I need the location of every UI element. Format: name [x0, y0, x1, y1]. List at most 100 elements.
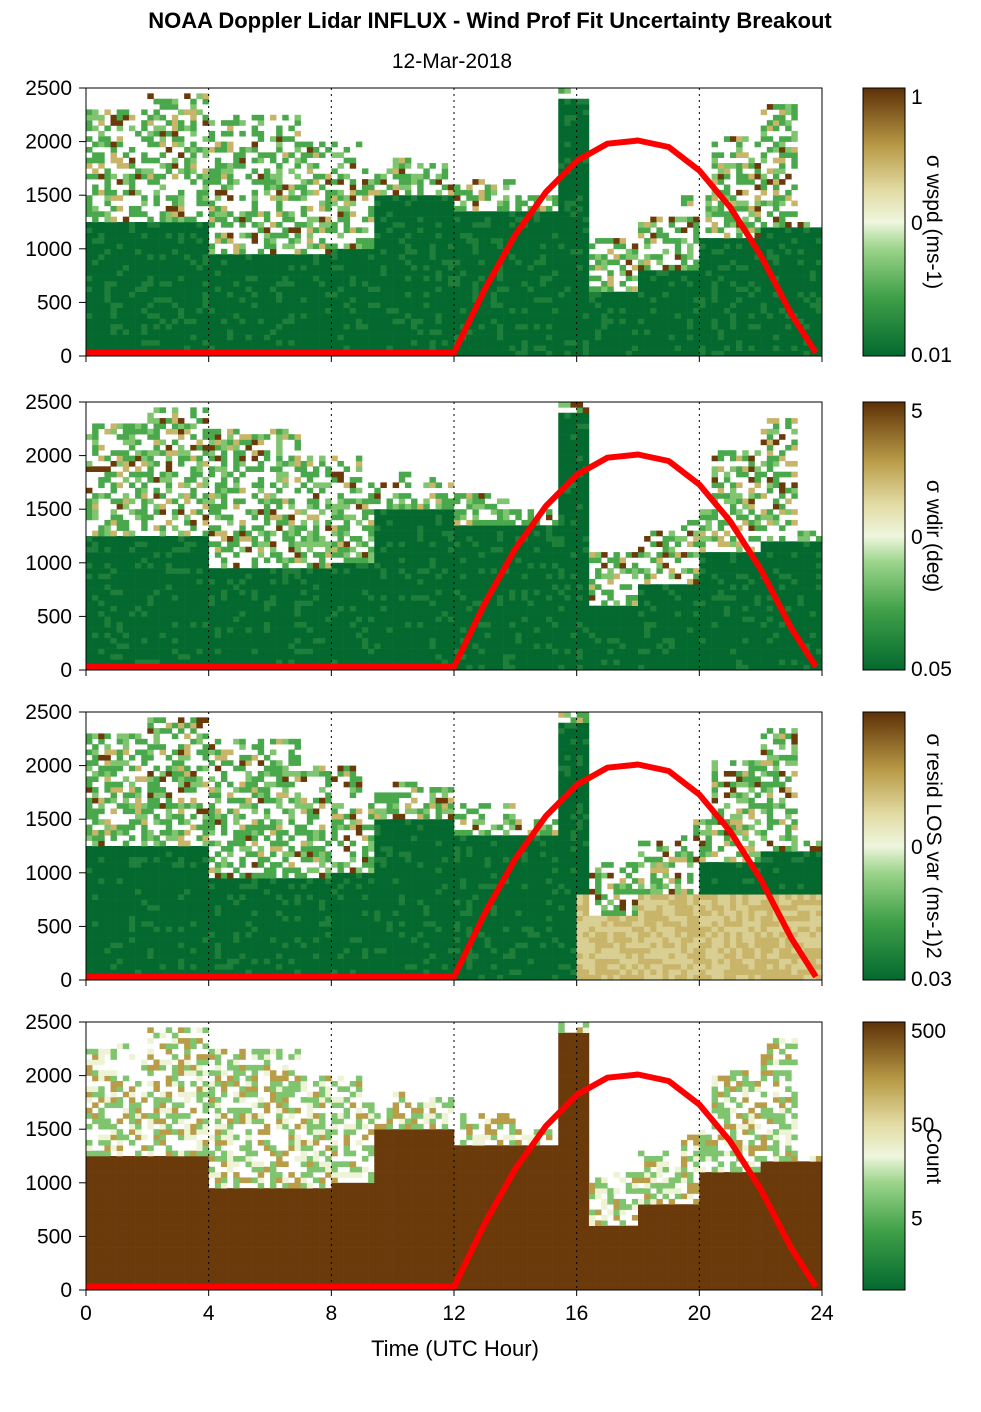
heatmap-cell: [374, 200, 381, 207]
heatmap-cell: [184, 313, 191, 319]
heatmap-cell: [116, 541, 124, 548]
heatmap-cell: [196, 189, 203, 196]
heatmap-cell: [184, 605, 191, 612]
heatmap-cell: [165, 243, 173, 250]
heatmap-cell: [141, 482, 148, 489]
heatmap-cell: [135, 302, 142, 309]
heatmap-cell: [380, 291, 387, 298]
heatmap-cell: [711, 350, 719, 357]
heatmap-cell: [165, 104, 173, 110]
heatmap-cell: [803, 248, 811, 255]
heatmap-cell: [110, 313, 117, 319]
heatmap-cell: [809, 323, 817, 330]
heatmap-cell: [116, 552, 124, 558]
heatmap-cell: [178, 627, 185, 633]
heatmap-cell: [135, 643, 142, 649]
heatmap-cell: [490, 232, 498, 239]
heatmap-cell: [423, 195, 430, 201]
heatmap-cell: [165, 264, 173, 271]
heatmap-cell: [527, 227, 535, 234]
heatmap-cell: [325, 345, 332, 351]
heatmap-cell: [128, 643, 136, 649]
heatmap-cell: [779, 152, 786, 158]
heatmap-cell: [760, 313, 768, 319]
heatmap-cell: [128, 616, 136, 623]
heatmap-cell: [202, 600, 209, 606]
heatmap-cell: [147, 653, 154, 660]
heatmap-cell: [288, 189, 295, 196]
heatmap-cell: [263, 329, 271, 335]
heatmap-cell: [98, 334, 105, 341]
heatmap-cell: [147, 589, 154, 596]
heatmap-cell: [147, 238, 154, 244]
heatmap-cell: [110, 329, 117, 335]
heatmap-cell: [276, 339, 283, 346]
heatmap-cell: [122, 291, 130, 298]
heatmap-cell: [147, 428, 154, 435]
heatmap-cell: [423, 297, 430, 303]
heatmap-cell: [116, 514, 124, 521]
heatmap-cell: [135, 168, 142, 175]
heatmap-cell: [564, 98, 571, 105]
heatmap-cell: [128, 291, 136, 298]
heatmap-cell: [736, 318, 743, 325]
heatmap-cell: [368, 248, 375, 255]
heatmap-cell: [98, 264, 105, 271]
heatmap-cell: [558, 270, 565, 276]
heatmap-cell: [570, 318, 577, 325]
heatmap-cell: [423, 329, 430, 335]
heatmap-cell: [220, 238, 228, 244]
heatmap-cell: [576, 222, 584, 228]
heatmap-cell: [650, 280, 657, 287]
heatmap-cell: [447, 222, 455, 228]
heatmap-cell: [362, 323, 369, 330]
heatmap-cell: [104, 232, 111, 239]
heatmap-cell: [601, 280, 608, 287]
heatmap-cell: [411, 222, 418, 228]
heatmap-cell: [754, 307, 761, 314]
heatmap-cell: [650, 302, 657, 309]
heatmap-cell: [147, 627, 154, 633]
heatmap-cell: [288, 434, 295, 440]
heatmap-cell: [355, 297, 363, 303]
heatmap-cell: [300, 302, 308, 309]
heatmap-cell: [766, 345, 774, 351]
heatmap-cell: [460, 248, 467, 255]
heatmap-cell: [128, 329, 136, 335]
heatmap-cell: [503, 291, 510, 298]
heatmap-cell: [380, 307, 387, 314]
heatmap-cell: [515, 270, 522, 276]
heatmap-cell: [245, 536, 252, 542]
heatmap-cell: [135, 173, 142, 180]
heatmap-cell: [135, 546, 142, 553]
heatmap-cell: [135, 280, 142, 287]
heatmap-cell: [417, 248, 424, 255]
heatmap-cell: [128, 536, 136, 542]
heatmap-cell: [306, 302, 314, 309]
heatmap-cell: [196, 313, 203, 319]
heatmap-cell: [263, 227, 271, 234]
heatmap-cell: [496, 329, 504, 335]
heatmap-cell: [779, 334, 786, 341]
heatmap-cell: [638, 334, 645, 341]
heatmap-cell: [809, 318, 817, 325]
heatmap-cell: [337, 232, 344, 239]
heatmap-cell: [153, 444, 160, 451]
heatmap-cell: [656, 291, 663, 298]
heatmap-cell: [98, 584, 105, 590]
heatmap-cell: [165, 477, 173, 483]
heatmap-cell: [582, 205, 590, 212]
heatmap-cell: [392, 307, 400, 314]
heatmap-cell: [374, 211, 381, 217]
heatmap-cell: [171, 173, 179, 180]
heatmap-cell: [122, 616, 130, 623]
heatmap-cell: [484, 222, 492, 228]
heatmap-cell: [122, 546, 130, 553]
heatmap-cell: [362, 334, 369, 341]
heatmap-cell: [270, 313, 277, 319]
heatmap-cell: [116, 503, 124, 510]
heatmap-cell: [122, 455, 130, 462]
heatmap-cell: [251, 653, 259, 660]
heatmap-cell: [135, 627, 142, 633]
heatmap-cell: [178, 509, 185, 515]
